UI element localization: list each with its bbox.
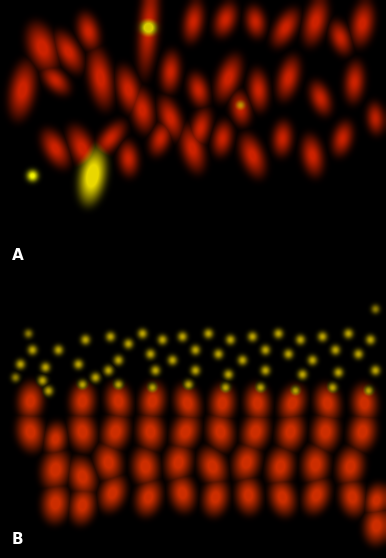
Text: A: A — [12, 248, 23, 263]
Text: B: B — [12, 532, 23, 547]
